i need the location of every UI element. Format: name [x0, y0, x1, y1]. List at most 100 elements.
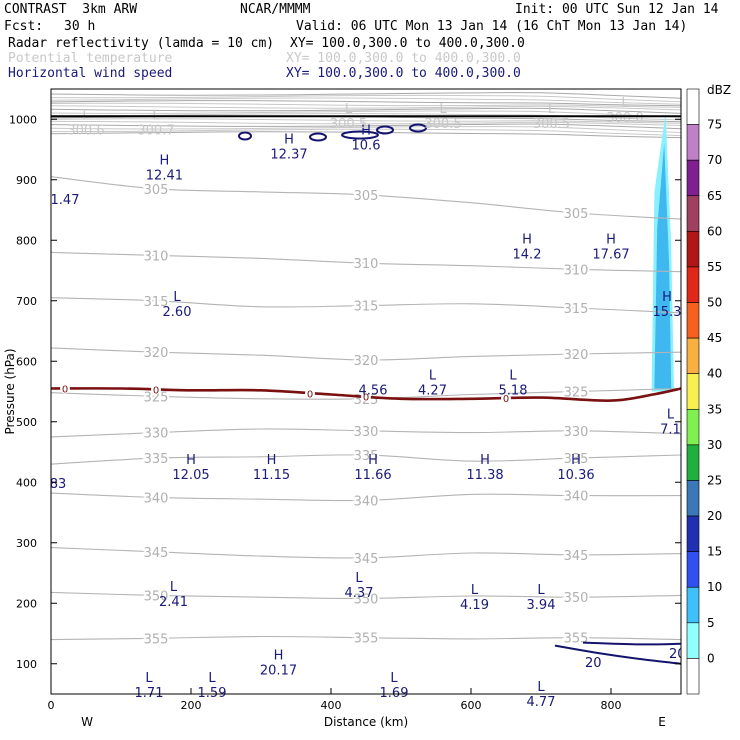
strat-isentrope [51, 126, 681, 133]
wind-contour-label: 20 [669, 647, 686, 662]
theta-label-315: 315 [564, 302, 589, 317]
extremum-kind: L [548, 102, 556, 117]
extremum-value: 300.5 [330, 117, 367, 132]
y-tick-label: 1000 [9, 113, 37, 126]
extremum-value: 1.69 [380, 686, 409, 701]
zero-isotherm-label: 0 [153, 385, 159, 396]
extremum-value: 83 [50, 477, 67, 492]
legend-swatch [686, 124, 700, 161]
theta-contour-340 [51, 492, 681, 502]
legend-level-label: 25 [707, 473, 722, 487]
legend-level-label: 35 [707, 402, 722, 416]
legend-level-label: 10 [707, 580, 722, 594]
extremum-value: 10.6 [352, 138, 381, 153]
dbz-legend: 0 5 10 15 20 25 30 35 40 45 50 55 60 65 70 75 dBZ [686, 83, 731, 695]
extremum-value: 15.3 [653, 305, 682, 320]
zero-label-bg [60, 383, 70, 394]
theta-label-310: 310 [144, 249, 169, 264]
theta-contour-320 [51, 347, 681, 361]
extremum-value: 4.19 [460, 598, 489, 613]
extremum-value: 1.59 [198, 686, 227, 701]
extremum-kind: L [355, 571, 363, 586]
theta-contour-350 [51, 591, 681, 599]
y-tick-label: 900 [16, 174, 37, 187]
extremum-kind: H [571, 453, 581, 468]
extremum-kind: H [522, 232, 532, 247]
zero-label-bg [151, 384, 161, 395]
theta-label-340: 340 [144, 491, 169, 506]
extremum-kind: L [173, 290, 181, 305]
extremum-kind: L [621, 96, 629, 111]
x-tick-label: 400 [321, 699, 342, 712]
plot-frame [50, 88, 682, 695]
extremum-kind: L [439, 102, 447, 117]
legend-level-label: 20 [707, 509, 722, 523]
legend-swatch [686, 159, 700, 197]
valid-time: Valid: 06 UTC Mon 13 Jan 14 (16 ChT Mon … [296, 19, 688, 34]
extremum-value: 12.05 [172, 468, 209, 483]
legend-swatch [686, 88, 700, 125]
theta-label-335: 335 [144, 452, 169, 467]
legend-level-label: 40 [707, 367, 722, 381]
legend-level-label: 55 [707, 260, 722, 274]
theta-label-350: 350 [354, 592, 379, 607]
x-tick-label: 800 [601, 699, 622, 712]
extremum-value: 300.6 [67, 123, 104, 138]
y-tick-label: 800 [16, 234, 37, 247]
legend-swatch [686, 551, 700, 588]
field-reflectivity-xy: XY= 100.0,300.0 to 400.0,300.0 [290, 36, 525, 51]
endpoint-west: W [81, 715, 93, 729]
extremum-value: 10.36 [557, 468, 594, 483]
legend-level-label: 70 [707, 153, 722, 167]
zero-isotherm-label: 0 [307, 389, 313, 400]
extremum-kind: L [537, 583, 545, 598]
extremum-kind: L [537, 680, 545, 695]
extremum-value: 12.41 [146, 169, 183, 184]
zero-isotherm-label: 0 [363, 393, 369, 404]
field-theta-xy: XY= 100.0,300.0 to 400.0,300.0 [286, 51, 521, 66]
theta-label-315: 315 [144, 295, 169, 310]
theta-label-355: 355 [144, 632, 169, 647]
legend-level-label: 30 [707, 438, 722, 452]
extremum-value: 300.5 [533, 117, 570, 132]
x-tick-label: 0 [48, 699, 55, 712]
legend-swatch [686, 231, 700, 268]
extremum-kind: L [390, 671, 398, 686]
extremum-value: 300.5 [424, 117, 461, 132]
extremum-value: 14.2 [513, 247, 542, 262]
theta-label-320: 320 [354, 354, 379, 369]
legend-swatch [686, 302, 700, 339]
y-tick-label: 600 [16, 355, 37, 368]
extremum-value: 20.17 [260, 664, 297, 679]
extremum-kind: H [368, 453, 378, 468]
zero-label-bg [361, 391, 371, 402]
extremum-kind: L [429, 368, 437, 383]
extremum-value: 300.7 [137, 123, 174, 138]
strat-isentrope [51, 105, 681, 111]
reflectivity-cell [654, 143, 672, 389]
field-wind-name: Horizontal wind speed [8, 66, 173, 81]
theta-label-345: 345 [144, 546, 169, 561]
legend-swatch [686, 586, 700, 624]
extremum-kind: L [345, 102, 353, 117]
y-tick-label: 500 [16, 416, 37, 429]
legend-swatch [686, 266, 700, 303]
x-tick-label: 200 [181, 699, 202, 712]
center-name: NCAR/MMMM [240, 2, 311, 17]
theta-label-340: 340 [354, 494, 379, 509]
field-reflectivity-name: Radar reflectivity (lamda = 10 cm) [8, 36, 275, 51]
zero-label-bg [501, 393, 511, 404]
legend-swatch [686, 195, 700, 232]
extremum-value: 11.66 [354, 468, 391, 483]
theta-label-330: 330 [144, 427, 169, 442]
extremum-value: 11.38 [466, 468, 503, 483]
y-tick-label: 400 [16, 476, 37, 489]
strat-isentrope [51, 118, 681, 124]
strat-isentrope [51, 110, 681, 118]
theta-contour-310 [51, 251, 681, 273]
theta-label-310: 310 [354, 257, 379, 272]
extremum-kind: L [170, 580, 178, 595]
